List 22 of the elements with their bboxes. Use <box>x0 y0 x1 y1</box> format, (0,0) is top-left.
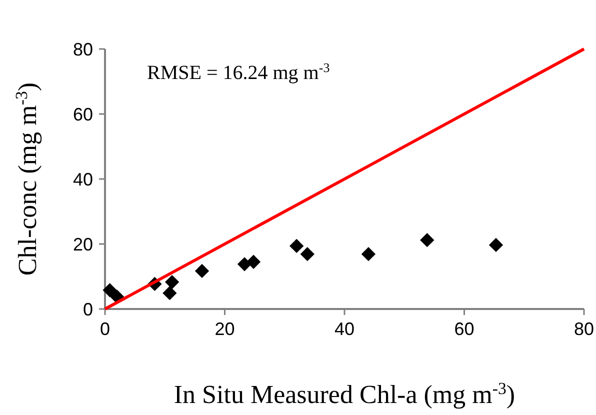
point <box>290 238 304 254</box>
x-tick-label: 20 <box>214 319 235 339</box>
x-tick-label: 60 <box>454 319 474 339</box>
point <box>194 264 210 278</box>
point <box>246 254 261 269</box>
annotation: RMSE = 16.24 mg m$^{-3}$ <box>147 60 330 84</box>
y-tick-label: 0 <box>82 299 93 320</box>
point <box>162 286 177 300</box>
y-tick-label: 40 <box>72 169 93 190</box>
y-tick-label: 60 <box>72 104 93 124</box>
point <box>420 233 434 248</box>
x-tick-label: 80 <box>574 319 594 339</box>
x-tick-label: 0 <box>100 319 110 339</box>
y-tick-label: 20 <box>72 234 93 254</box>
point <box>300 246 314 262</box>
point <box>361 246 376 262</box>
point <box>102 283 117 298</box>
y-tick-label: 80 <box>72 39 93 60</box>
point <box>164 274 180 290</box>
point <box>488 238 504 252</box>
x-axis-title: In Situ Measured Chl-a (mg m$^{-3}$) <box>174 378 516 409</box>
x-tick-label: 40 <box>334 319 355 339</box>
